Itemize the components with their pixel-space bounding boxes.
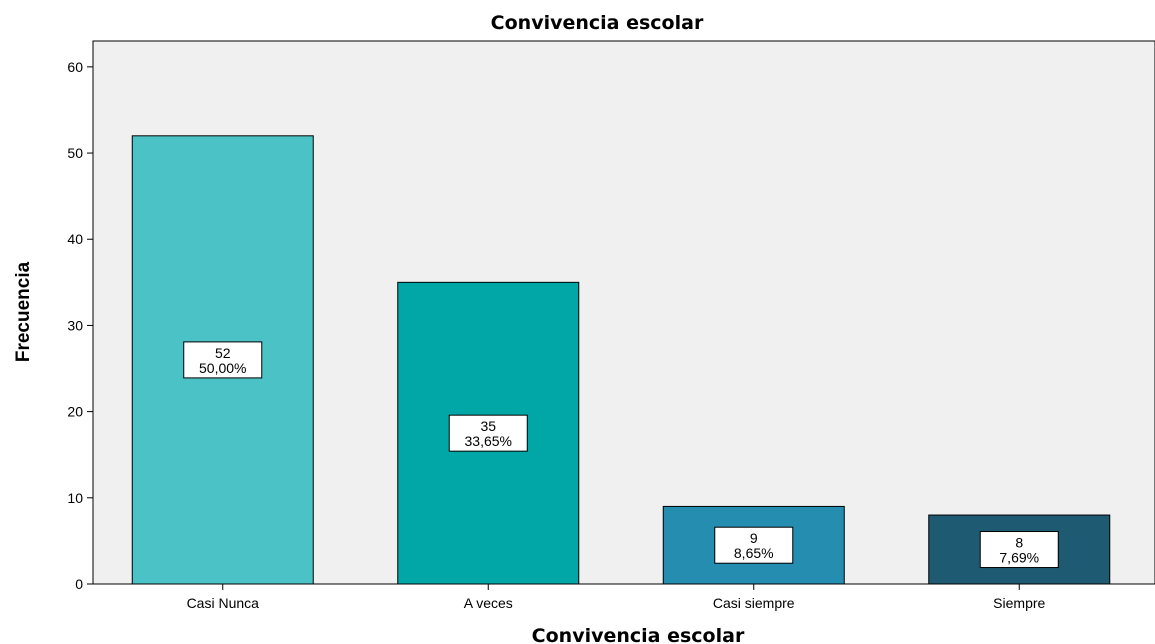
y-tick-label: 60 — [67, 59, 83, 75]
y-tick-label: 0 — [75, 576, 83, 592]
y-tick-label: 50 — [67, 145, 83, 161]
x-tick-label: Siempre — [993, 595, 1045, 611]
x-tick-label: Casi siempre — [713, 595, 795, 611]
data-label-count: 9 — [750, 530, 758, 546]
y-ticks-group: 0 10 20 30 40 50 60 — [67, 59, 93, 592]
data-label-percent: 7,69% — [999, 550, 1039, 566]
data-label-box — [979, 531, 1059, 569]
data-label-box — [448, 414, 528, 452]
data-label-percent: 33,65% — [465, 433, 512, 449]
x-tick-label: A veces — [464, 595, 513, 611]
data-label-count: 35 — [480, 418, 496, 434]
y-axis-title: Frecuencia — [13, 261, 34, 362]
data-label-percent: 50,00% — [199, 360, 246, 376]
y-tick-label: 40 — [67, 231, 83, 247]
data-label-count: 52 — [215, 345, 231, 361]
x-axis-title: Convivencia escolar — [532, 625, 745, 644]
data-label-box — [183, 341, 263, 379]
data-label-percent: 8,65% — [734, 545, 774, 561]
data-label-box — [714, 526, 794, 564]
y-tick-label: 20 — [67, 404, 83, 420]
y-tick-label: 10 — [67, 490, 83, 506]
chart-title: Convivencia escolar — [491, 12, 704, 34]
data-label-count: 8 — [1015, 535, 1023, 551]
x-ticks-group: Casi Nunca A veces Casi siempre Siempre — [187, 584, 1046, 611]
data-label: 87,69% — [979, 531, 1059, 569]
x-tick-label: Casi Nunca — [187, 595, 260, 611]
data-label: 98,65% — [714, 526, 794, 564]
y-tick-label: 30 — [67, 317, 83, 333]
